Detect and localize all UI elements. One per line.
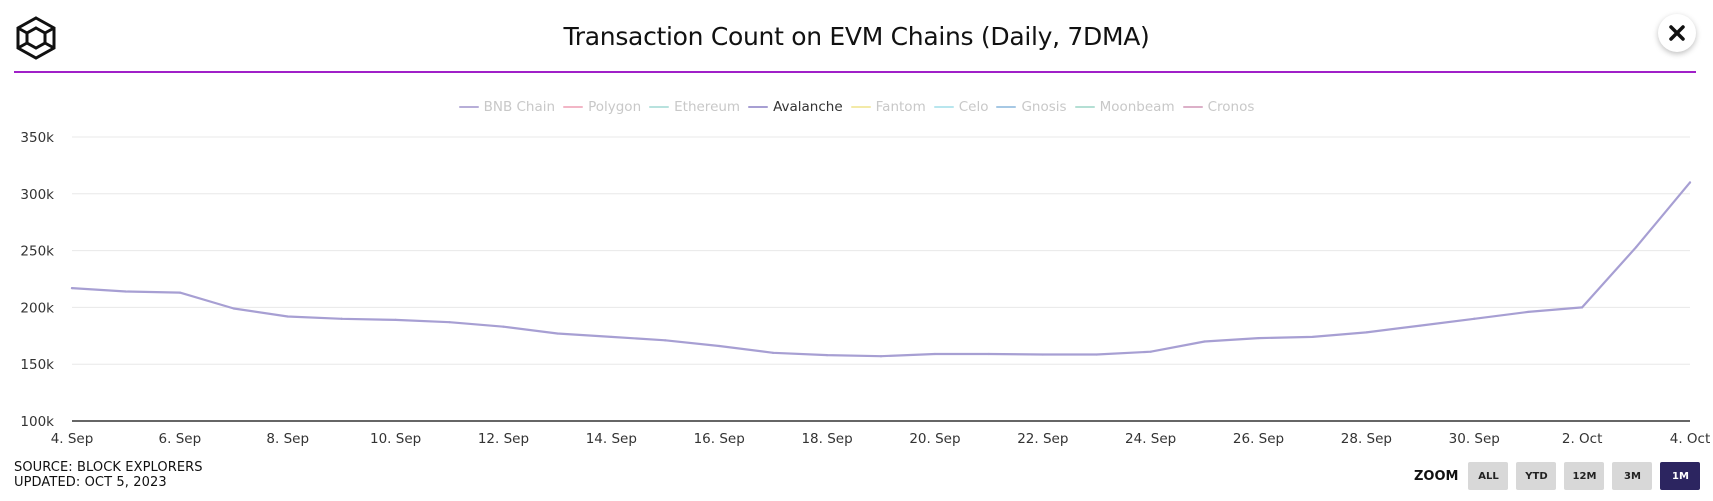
- y-tick-label: 150k: [20, 357, 54, 373]
- zoom-button-3m[interactable]: 3M: [1612, 462, 1653, 490]
- legend-item[interactable]: Cronos: [1182, 99, 1255, 115]
- data-point: [987, 352, 990, 356]
- header-divider: [14, 71, 1696, 73]
- legend-item[interactable]: Celo: [933, 99, 989, 115]
- data-point: [340, 317, 343, 320]
- chart-legend: BNB Chain Polygon Ethereum Avalanche Fantom C…: [0, 99, 1713, 115]
- data-point: [448, 321, 451, 324]
- data-point: [70, 286, 74, 290]
- chart-title: Transaction Count on EVM Chains (Daily, …: [563, 22, 1150, 51]
- x-tick-label: 12. Sep: [478, 431, 529, 447]
- legend-label: Fantom: [875, 99, 926, 115]
- data-point: [1095, 353, 1098, 356]
- zoom-button-ytd[interactable]: YTD: [1516, 462, 1557, 490]
- legend-label: Polygon: [588, 99, 642, 115]
- x-tick-label: 24. Sep: [1125, 431, 1176, 447]
- x-tick-label: 6. Sep: [159, 431, 202, 447]
- y-tick-label: 350k: [20, 130, 54, 146]
- x-tick-label: 2. Oct: [1562, 431, 1603, 447]
- x-tick-label: 18. Sep: [801, 431, 852, 447]
- data-point: [1527, 310, 1530, 314]
- data-point: [502, 325, 505, 328]
- line-chart: 100k 150k 200k 250k 300k 350k 4. Sep 6. Sep 8. S…: [20, 130, 1711, 447]
- data-point: [1365, 331, 1368, 334]
- x-tick-label: 4. Oct: [1670, 431, 1711, 447]
- data-point: [879, 355, 883, 358]
- zoom-button-12m[interactable]: 12M: [1564, 462, 1605, 490]
- data-point: [232, 307, 235, 310]
- data-point: [394, 318, 397, 321]
- legend-swatch: [563, 106, 584, 108]
- close-icon: [1669, 25, 1685, 41]
- data-point: [1581, 306, 1584, 309]
- zoom-button-1m[interactable]: 1M: [1660, 462, 1701, 490]
- legend-label: Gnosis: [1021, 99, 1067, 115]
- legend-swatch: [458, 106, 479, 108]
- legend-swatch: [850, 106, 871, 108]
- data-point: [178, 291, 181, 294]
- data-point: [1311, 335, 1314, 339]
- data-point: [772, 351, 775, 354]
- close-button[interactable]: [1658, 14, 1696, 52]
- legend-label: Celo: [958, 99, 989, 115]
- x-tick-label: 20. Sep: [909, 431, 960, 447]
- legend-swatch: [933, 106, 954, 108]
- data-point: [1203, 340, 1206, 343]
- zoom-controls: ZOOM ALL YTD 12M 3M 1M: [1414, 462, 1701, 490]
- x-tick-label: 26. Sep: [1233, 431, 1284, 447]
- legend-label: Cronos: [1207, 99, 1255, 115]
- legend-swatch: [649, 106, 670, 108]
- legend-swatch: [1074, 106, 1095, 108]
- cube-logo-icon: [16, 16, 56, 60]
- data-point: [1473, 317, 1476, 320]
- data-point: [1419, 324, 1422, 327]
- zoom-label: ZOOM: [1414, 468, 1459, 484]
- updated-text: UPDATED: OCT 5, 2023: [14, 475, 167, 490]
- y-tick-label: 300k: [20, 187, 54, 203]
- legend-swatch: [1182, 106, 1203, 108]
- data-point: [933, 352, 937, 356]
- x-tick-label: 22. Sep: [1017, 431, 1068, 447]
- legend-label: Avalanche: [773, 99, 843, 115]
- data-point: [610, 335, 613, 339]
- y-tick-label: 100k: [20, 414, 54, 430]
- data-point: [1257, 336, 1260, 340]
- data-point: [124, 290, 128, 293]
- legend-item[interactable]: Avalanche: [748, 99, 843, 115]
- legend-swatch: [996, 106, 1017, 108]
- legend-item[interactable]: Polygon: [563, 99, 641, 115]
- series-line-avalanche: [70, 181, 1692, 358]
- data-point: [556, 332, 559, 335]
- zoom-button-all[interactable]: ALL: [1468, 462, 1509, 490]
- x-tick-label: 14. Sep: [586, 431, 637, 447]
- data-point: [718, 344, 721, 348]
- legend-item[interactable]: Moonbeam: [1074, 99, 1175, 115]
- x-tick-label: 16. Sep: [694, 431, 745, 447]
- data-point: [825, 354, 829, 357]
- x-tick-label: 4. Sep: [51, 431, 94, 447]
- legend-label: BNB Chain: [483, 99, 556, 115]
- legend-label: Moonbeam: [1099, 99, 1175, 115]
- x-tick-label: 30. Sep: [1449, 431, 1500, 447]
- data-point: [1041, 353, 1044, 356]
- data-point: [664, 339, 667, 342]
- x-tick-label: 8. Sep: [266, 431, 309, 447]
- legend-item[interactable]: Fantom: [850, 99, 926, 115]
- data-point: [1149, 350, 1152, 353]
- data-point: [1688, 181, 1692, 184]
- source-text: SOURCE: BLOCK EXPLORERS: [14, 460, 203, 475]
- legend-item[interactable]: Ethereum: [649, 99, 740, 115]
- x-tick-label: 28. Sep: [1341, 431, 1392, 447]
- legend-item[interactable]: BNB Chain: [458, 99, 556, 115]
- legend-item[interactable]: Gnosis: [996, 99, 1067, 115]
- source-note: SOURCE: BLOCK EXPLORERS UPDATED: OCT 5, …: [14, 460, 203, 490]
- legend-label: Ethereum: [674, 99, 741, 115]
- y-tick-label: 200k: [20, 300, 54, 316]
- y-tick-label: 250k: [20, 244, 54, 260]
- data-point: [286, 315, 289, 318]
- x-tick-label: 10. Sep: [370, 431, 421, 447]
- legend-swatch: [748, 106, 769, 108]
- data-point: [1634, 246, 1638, 249]
